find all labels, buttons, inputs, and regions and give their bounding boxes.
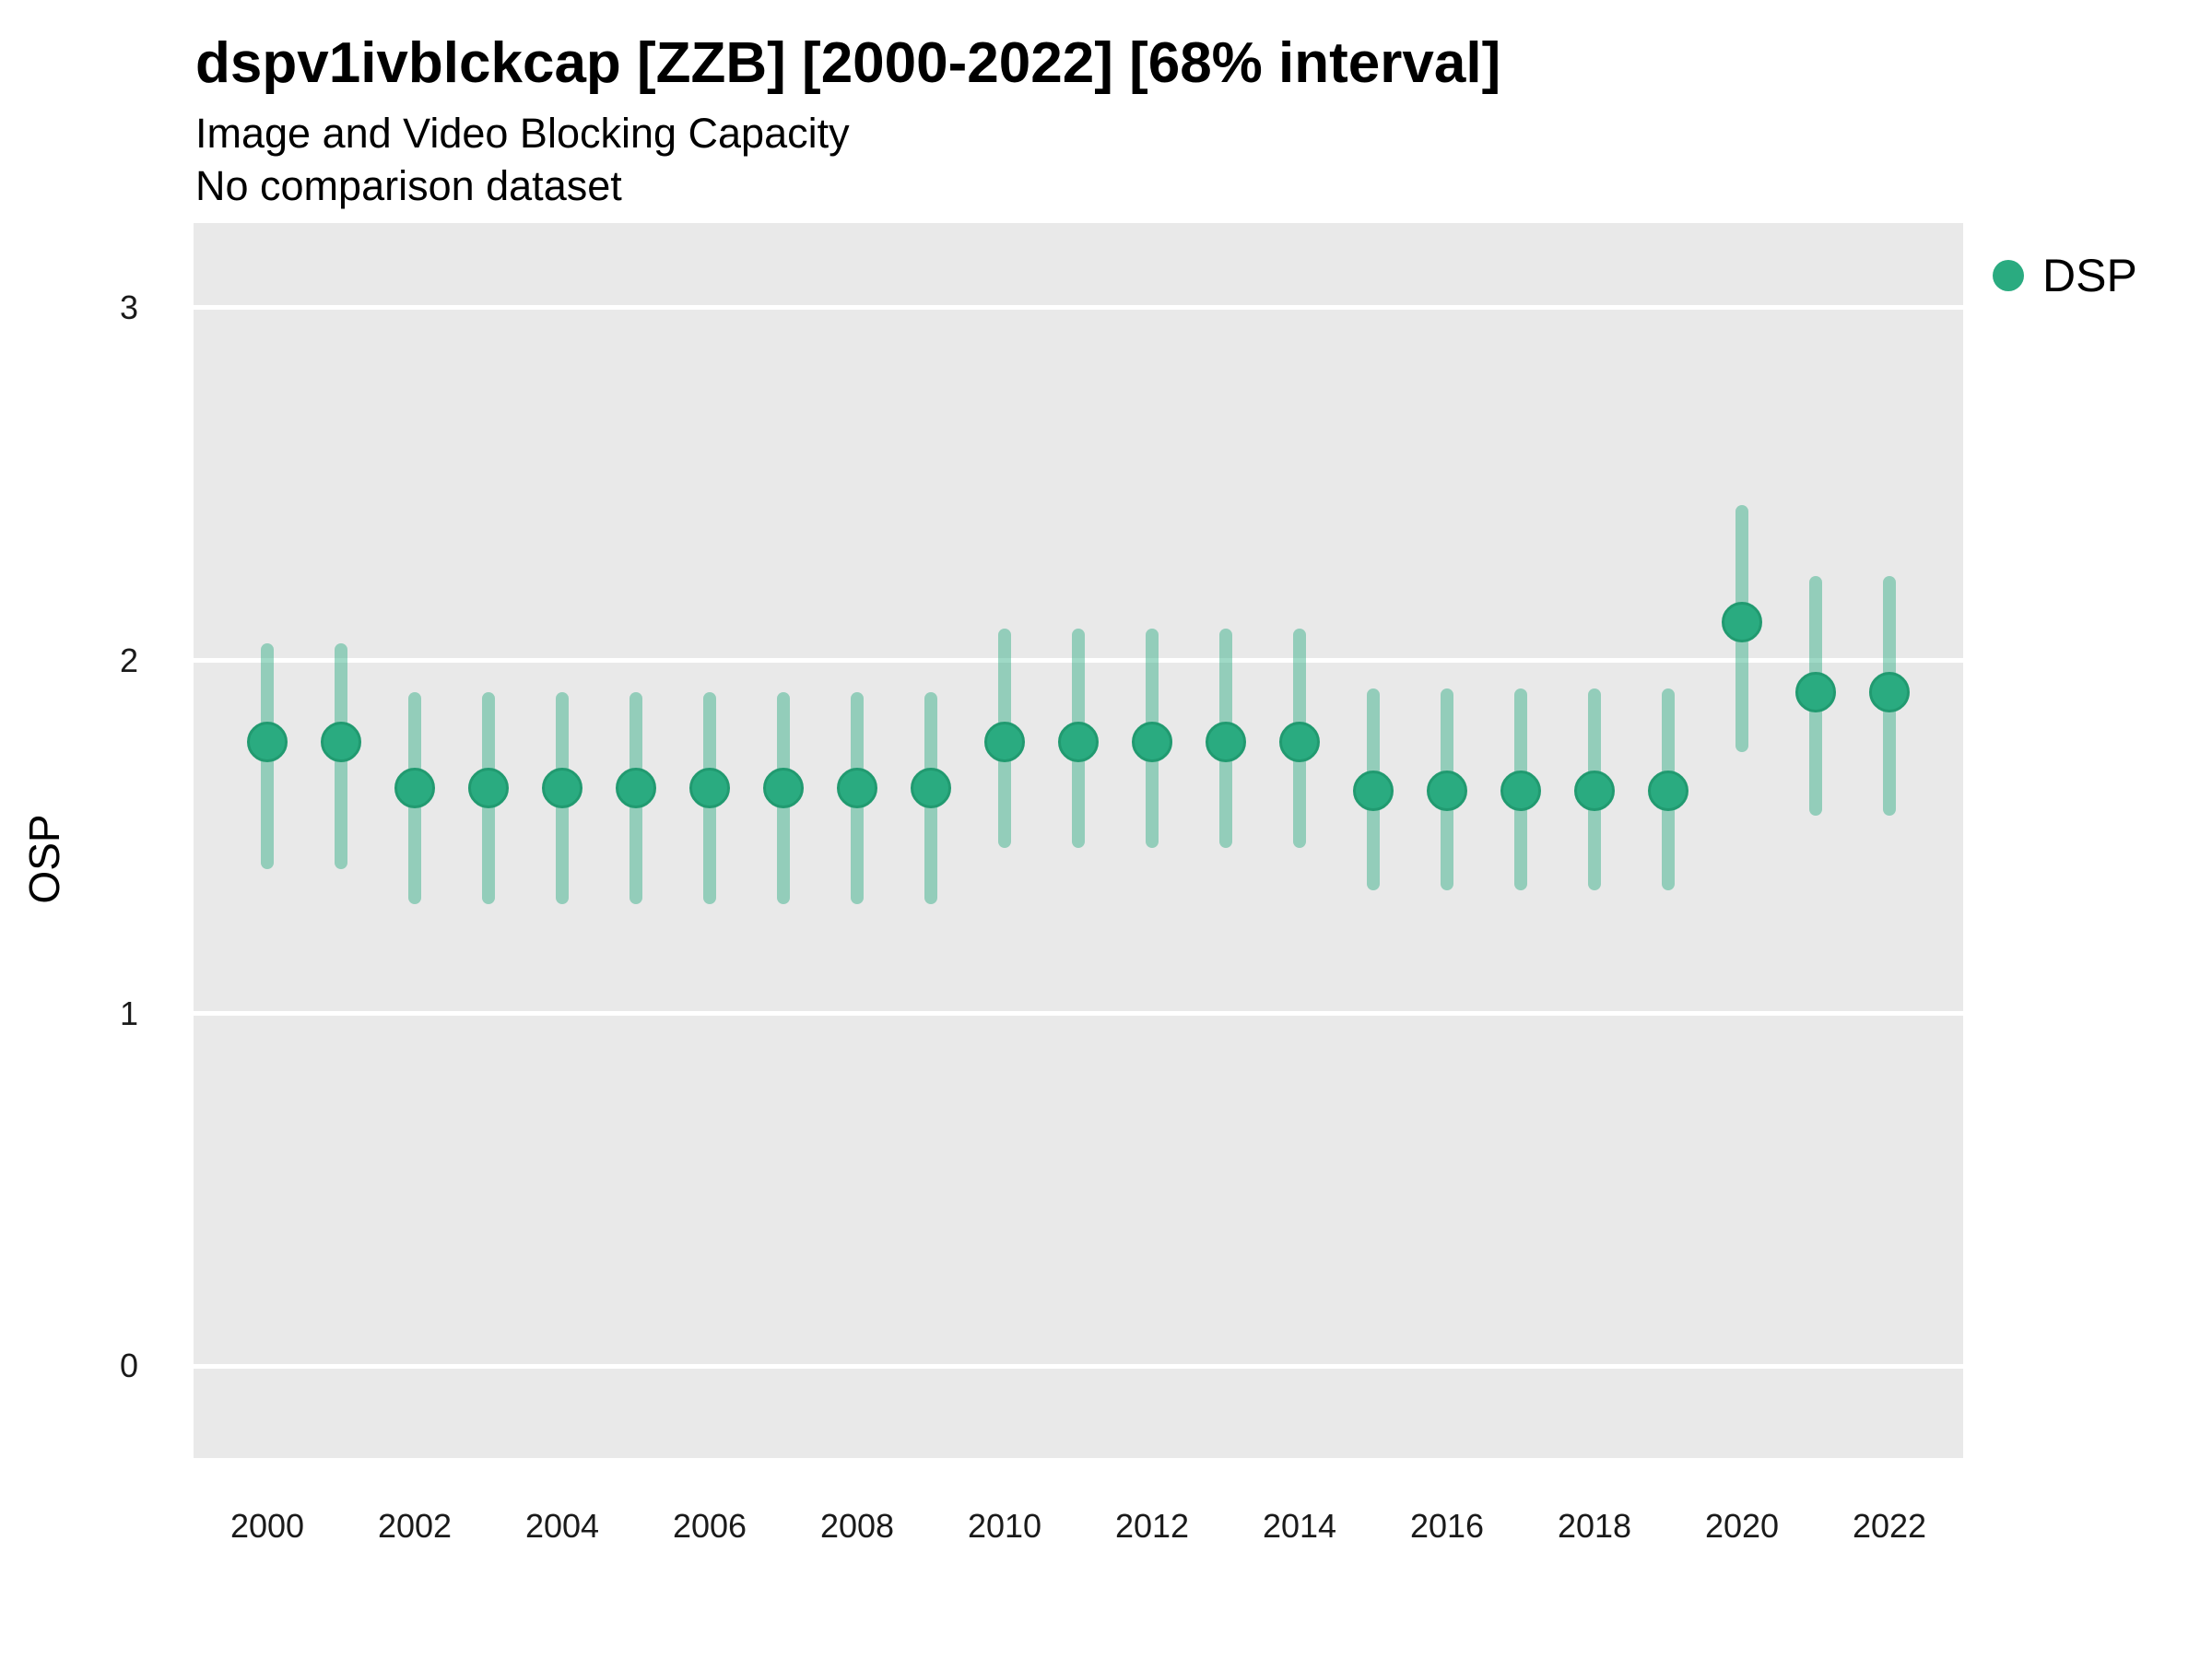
data-point-2016 [1427, 771, 1467, 812]
data-point-2005 [616, 767, 656, 808]
x-tick-label-2014: 2014 [1262, 1507, 1337, 1545]
data-point-2022 [1869, 672, 1910, 713]
data-point-2004 [542, 767, 582, 808]
data-point-2012 [1132, 721, 1172, 762]
y-tick-label-1: 1 [119, 994, 138, 1032]
data-point-2009 [911, 767, 951, 808]
y-axis-title: OSP [20, 814, 68, 904]
chart-comparison-note: No comparison dataset [195, 162, 622, 209]
gridline-y-0 [194, 1363, 1963, 1369]
data-point-2013 [1206, 721, 1246, 762]
x-tick-label-2012: 2012 [1114, 1507, 1190, 1545]
data-point-2021 [1795, 672, 1836, 713]
x-tick-label-2000: 2000 [229, 1507, 305, 1545]
x-tick-label-2022: 2022 [1852, 1507, 1927, 1545]
plot-panel [194, 223, 1963, 1458]
data-point-2001 [321, 721, 361, 762]
data-point-2002 [394, 767, 435, 808]
legend-label: DSP [2042, 250, 2137, 301]
data-point-2000 [247, 721, 288, 762]
chart-title: dspv1ivblckcap [ZZB] [2000-2022] [68% in… [195, 31, 1501, 95]
data-point-2020 [1722, 601, 1762, 642]
x-tick-label-2010: 2010 [967, 1507, 1042, 1545]
x-tick-label-2006: 2006 [672, 1507, 747, 1545]
gridline-y-3 [194, 305, 1963, 311]
data-point-2008 [837, 767, 877, 808]
x-tick-label-2008: 2008 [819, 1507, 895, 1545]
data-point-2010 [984, 721, 1025, 762]
data-point-2011 [1058, 721, 1099, 762]
legend-marker-icon [1993, 260, 2024, 291]
x-tick-label-2018: 2018 [1557, 1507, 1632, 1545]
gridline-y-2 [194, 658, 1963, 664]
chart-subtitle: Image and Video Blocking Capacity [195, 110, 850, 157]
gridline-y-1 [194, 1011, 1963, 1017]
data-point-2014 [1279, 721, 1320, 762]
data-point-2019 [1648, 771, 1688, 812]
x-tick-label-2016: 2016 [1409, 1507, 1485, 1545]
y-tick-label-3: 3 [119, 288, 138, 326]
y-tick-label-2: 2 [119, 641, 138, 679]
x-tick-label-2004: 2004 [524, 1507, 600, 1545]
legend: DSP [1993, 251, 2137, 300]
data-point-2007 [763, 767, 804, 808]
data-point-2018 [1574, 771, 1615, 812]
data-point-2003 [468, 767, 509, 808]
data-point-2006 [689, 767, 730, 808]
y-tick-label-0: 0 [119, 1347, 138, 1385]
data-point-2017 [1500, 771, 1541, 812]
x-tick-label-2002: 2002 [377, 1507, 453, 1545]
x-tick-label-2020: 2020 [1704, 1507, 1780, 1545]
data-point-2015 [1353, 771, 1394, 812]
